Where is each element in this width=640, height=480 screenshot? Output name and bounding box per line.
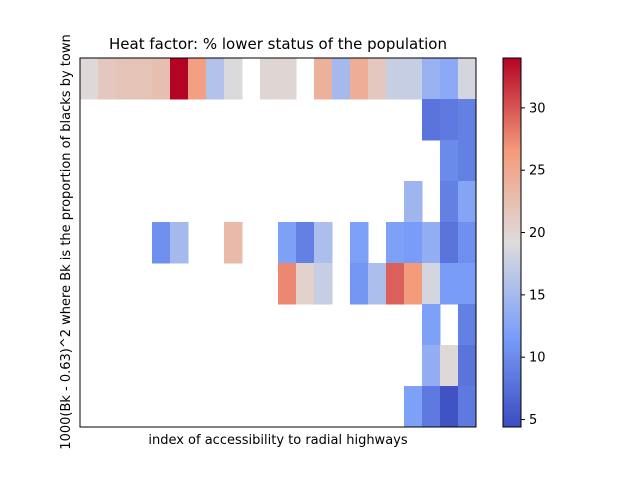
heatmap-cell [98, 58, 117, 100]
x-axis-label: index of accessibility to radial highway… [148, 433, 407, 448]
heatmap-cell [440, 263, 459, 305]
heatmap-cell [458, 140, 477, 182]
colorbar-tick-label: 20 [529, 226, 546, 241]
colorbar-ticks: 5 10 15 20 25 30 [521, 101, 546, 428]
heatmap-cell [422, 222, 441, 264]
heatmap-cell [458, 181, 477, 223]
heatmap-cell [422, 386, 441, 428]
heatmap-cell [440, 99, 459, 141]
heatmap-cell [422, 345, 441, 387]
heatmap-cell [458, 386, 477, 428]
heatmap-cell [350, 58, 369, 100]
heatmap-cell [440, 386, 459, 428]
heatmap-cell [134, 58, 153, 100]
heatmap-cell [386, 58, 405, 100]
heatmap-cell [440, 140, 459, 182]
heatmap-cells [80, 58, 477, 428]
heatmap-cell [206, 58, 225, 100]
heatmap-cell [152, 58, 171, 100]
heatmap-cell [458, 345, 477, 387]
colorbar-tick-label: 10 [529, 351, 546, 366]
heatmap-cell [404, 386, 423, 428]
plot-frame [79, 57, 477, 428]
heatmap-cell [404, 181, 423, 223]
heatmap-cell [278, 58, 297, 100]
heatmap-cell [458, 263, 477, 305]
heatmap-cell [170, 222, 189, 264]
heatmap-cell [458, 99, 477, 141]
colorbar-tick-label: 25 [529, 164, 546, 179]
heatmap-cell [188, 58, 207, 100]
heatmap-cell [350, 222, 369, 264]
heatmap-cell [314, 263, 333, 305]
heatmap-cell [170, 58, 189, 100]
chart-title: Heat factor: % lower status of the popul… [109, 35, 447, 53]
heatmap-cell [224, 222, 243, 264]
heatmap-cell [80, 58, 99, 100]
heatmap-cell [440, 345, 459, 387]
heatmap-cell [422, 58, 441, 100]
heatmap-cell [260, 58, 279, 100]
heatmap-cell [458, 304, 477, 346]
heatmap-cell [296, 222, 315, 264]
heatmap-cell [458, 222, 477, 264]
heatmap-cell [152, 222, 171, 264]
heatmap-cell [440, 222, 459, 264]
heatmap-cell [458, 58, 477, 100]
heatmap-cell [422, 304, 441, 346]
heatmap-cell [404, 263, 423, 305]
heatmap-cell [368, 263, 387, 305]
heatmap-cell [422, 263, 441, 305]
heatmap-cell [278, 263, 297, 305]
colorbar [502, 57, 522, 428]
colorbar-tick-label: 15 [529, 288, 546, 303]
y-axis-label: 1000(Bk - 0.63)^2 where Bk is the propor… [59, 34, 74, 449]
heatmap-cell [278, 222, 297, 264]
heatmap-cell [116, 58, 135, 100]
colorbar-tick-label: 5 [529, 413, 537, 428]
heatmap-cell [314, 222, 333, 264]
heatmap-cell [386, 263, 405, 305]
heatmap-cell [368, 58, 387, 100]
heatmap-cell [224, 58, 243, 100]
heatmap-cell [296, 263, 315, 305]
heatmap-cell [404, 222, 423, 264]
heatmap-cell [404, 58, 423, 100]
heatmap-cell [386, 222, 405, 264]
heatmap-cell [440, 181, 459, 223]
heatmap-cell [314, 58, 333, 100]
heatmap-cell [332, 58, 351, 100]
heatmap-cell [440, 58, 459, 100]
heatmap-cell [422, 99, 441, 141]
colorbar-tick-label: 30 [529, 101, 546, 116]
heatmap-cell [350, 263, 369, 305]
